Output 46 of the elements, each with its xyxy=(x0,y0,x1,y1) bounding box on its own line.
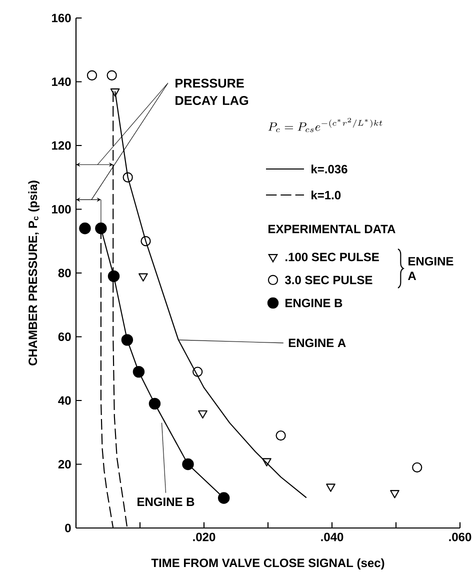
annotation: EXPERIMENTAL DATA xyxy=(268,224,396,234)
y-tick-label: 80 xyxy=(58,268,71,278)
y-tick-label: 160 xyxy=(52,14,71,22)
y-axis-title: CHAMBER PRESSURE, P$_{c}$ (psia) xyxy=(28,180,40,366)
point xyxy=(108,270,120,282)
point xyxy=(148,398,161,410)
point xyxy=(95,222,107,234)
point xyxy=(262,458,272,466)
point xyxy=(79,222,91,234)
point xyxy=(138,273,148,282)
legend-label: k=1.0 xyxy=(312,190,341,200)
x-tick-label: .060 xyxy=(449,532,472,542)
y-tick-label: 120 xyxy=(52,141,71,150)
legend-label: .100 SEC PULSE xyxy=(286,252,379,262)
y-tick-label: 100 xyxy=(52,204,71,214)
point xyxy=(198,410,208,419)
legend-label: 3.0 SEC PULSE xyxy=(284,276,372,284)
point xyxy=(326,484,336,492)
point xyxy=(122,172,133,182)
point xyxy=(192,366,203,377)
x-tick-label: .020 xyxy=(193,532,216,542)
y-tick-label: 60 xyxy=(58,332,71,341)
point xyxy=(106,70,117,80)
y-tick-label: 0 xyxy=(65,524,71,532)
point xyxy=(390,490,400,498)
annotation: ENGINE A xyxy=(288,338,346,348)
point xyxy=(110,88,120,97)
point xyxy=(276,430,286,441)
point xyxy=(182,458,194,470)
point xyxy=(218,492,230,504)
point xyxy=(140,236,151,246)
legend-label: ENGINE B xyxy=(286,298,342,308)
y-tick-label: 40 xyxy=(58,396,71,405)
x-axis-title: TIME FROM VALVE CLOSE SIGNAL (sec) xyxy=(151,558,384,570)
y-tick-label: 20 xyxy=(58,460,71,468)
point xyxy=(132,366,145,378)
point xyxy=(121,334,134,346)
legend-label: k=.036 xyxy=(312,164,348,174)
annotation: ENGINE B xyxy=(138,498,194,506)
annotation: PRESSURE DECAY LAG xyxy=(176,78,248,106)
y-tick-label: 140 xyxy=(52,77,71,86)
annotation: ENGINE A xyxy=(408,256,454,280)
x-tick-label: .040 xyxy=(321,532,344,542)
annotation: $P_c=P_{cs}e^{-(c^{*}r^{2}/L^{*})kt}$ xyxy=(268,118,382,132)
point xyxy=(412,462,422,472)
point xyxy=(86,70,98,80)
